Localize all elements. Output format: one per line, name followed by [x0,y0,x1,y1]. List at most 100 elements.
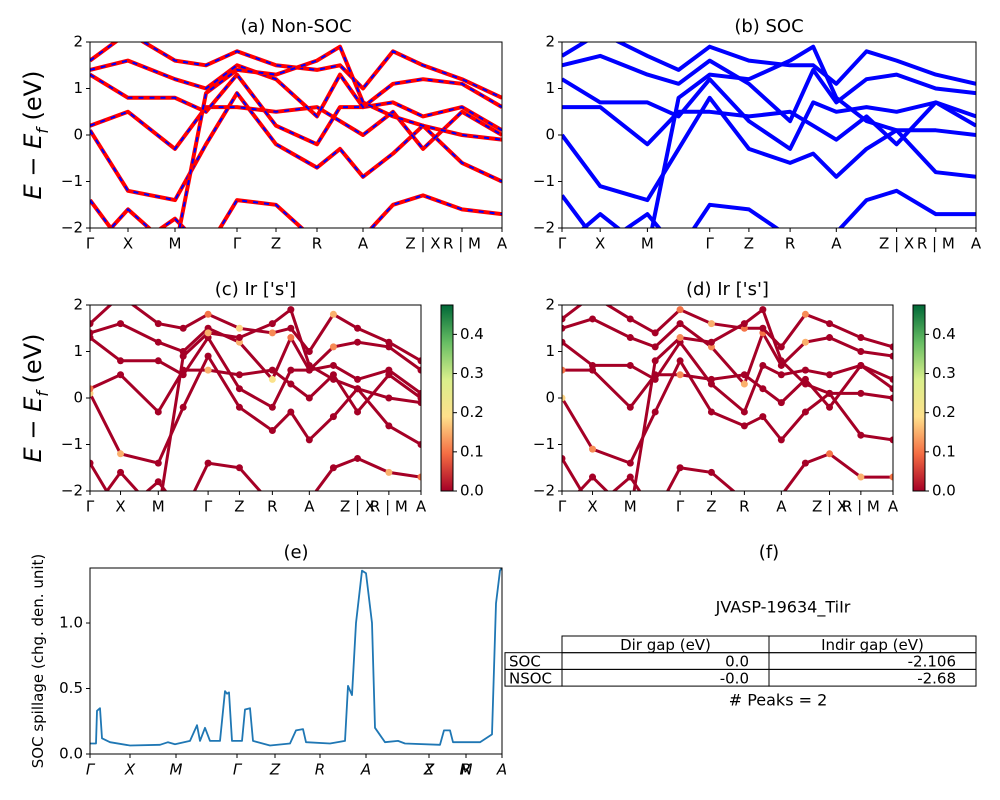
table-cell [768,668,977,687]
band-point [117,371,125,379]
chart-title: (f) [759,542,779,563]
band-point [857,389,865,397]
band-point [329,310,337,318]
x-tick-label: M [170,761,183,779]
band-point [90,385,94,393]
x-tick-label: Z | X [812,498,847,516]
band-point [801,380,809,388]
y-axis-label-part: E [19,183,47,199]
band-point [287,366,295,374]
x-tick-label: R [739,498,749,516]
x-tick-label: Γ [233,761,243,779]
axes-frame [561,41,977,229]
band-point [180,511,187,518]
band-point [651,357,659,365]
band-point [385,394,393,402]
band-point [305,436,313,444]
band-point [235,334,243,342]
x-tick-label: R [785,235,795,253]
y-tick-label: 0 [73,389,83,407]
plot-area [562,305,893,518]
band-point [759,361,767,369]
y-axis-label-part: f [33,389,52,397]
band-point [777,371,785,379]
band-point [562,394,566,402]
band-point [801,408,809,416]
x-tick-label: X [595,235,605,253]
y-tick-label: 0.5 [59,679,83,697]
band-point [268,329,276,337]
band-point [154,478,162,486]
chart-title: (c) Ir ['s'] [215,279,296,300]
band-point [826,389,834,397]
band-line [562,188,976,228]
y-tick-label: 0 [545,389,555,407]
band-line [90,568,502,747]
y-tick-label: 1 [73,79,83,97]
x-tick-label: X [115,498,125,516]
colorbar-tick-label: 0.1 [460,442,484,460]
band-point [652,511,659,518]
x-tick-label: Z [234,498,244,516]
band-point [354,324,362,332]
band-point [235,464,243,472]
band-point [329,361,337,369]
band-point [287,511,294,518]
band-point [179,352,187,360]
band-point [417,389,421,397]
x-tick-label: R | M [443,235,481,253]
y-tick-label: 2 [545,33,555,51]
band-point [707,468,715,476]
band-point [268,427,276,435]
band-point [117,468,125,476]
plot-area [90,568,502,747]
band-point [154,408,162,416]
band-point [826,320,834,328]
y-tick-label: 1 [73,342,83,360]
y-axis-label-part: E [19,446,47,462]
colorbar-tick-label: 0.2 [932,403,956,421]
table-value: -2.68 [917,669,956,687]
x-tick-label: R [315,761,325,779]
band-point [417,366,421,374]
x-tick-label: X [124,761,136,779]
band-point [676,464,684,472]
x-tick-label: M [169,235,182,253]
x-tick-label: A [358,235,369,253]
row-label: SOC [509,653,541,671]
chart-title: (e) [283,542,308,563]
x-tick-label: Γ [86,761,96,779]
band-point [354,408,362,416]
band-point [801,459,809,467]
band-point [385,422,393,430]
x-tick-label: Z [271,235,281,253]
colorbar [912,304,926,492]
y-tick-label: 0 [545,126,555,144]
band-point [589,473,597,481]
band-point [385,468,393,476]
band-point [777,399,785,407]
colorbar [440,304,454,492]
band-point [826,403,834,411]
band-point [305,394,313,402]
band-point [801,366,809,374]
x-tick-label: X [423,761,435,779]
band-point [857,334,865,342]
band-point [626,361,634,369]
band-line [90,193,502,228]
band-line [562,100,976,147]
band-point [154,357,162,365]
x-tick-label: Γ [558,498,567,516]
x-tick-label: Z [744,235,754,253]
x-tick-label: R [461,761,471,779]
column-header: Dir gap (eV) [620,636,711,654]
x-tick-label: Z [706,498,716,516]
y-tick-label: 0.0 [59,745,83,763]
band-point [889,343,893,351]
y-axis-label: E − Ef (eV) [19,71,52,200]
band-point [759,511,766,518]
band-point [179,403,187,411]
x-tick-label: M [624,498,637,516]
band-point [740,408,748,416]
